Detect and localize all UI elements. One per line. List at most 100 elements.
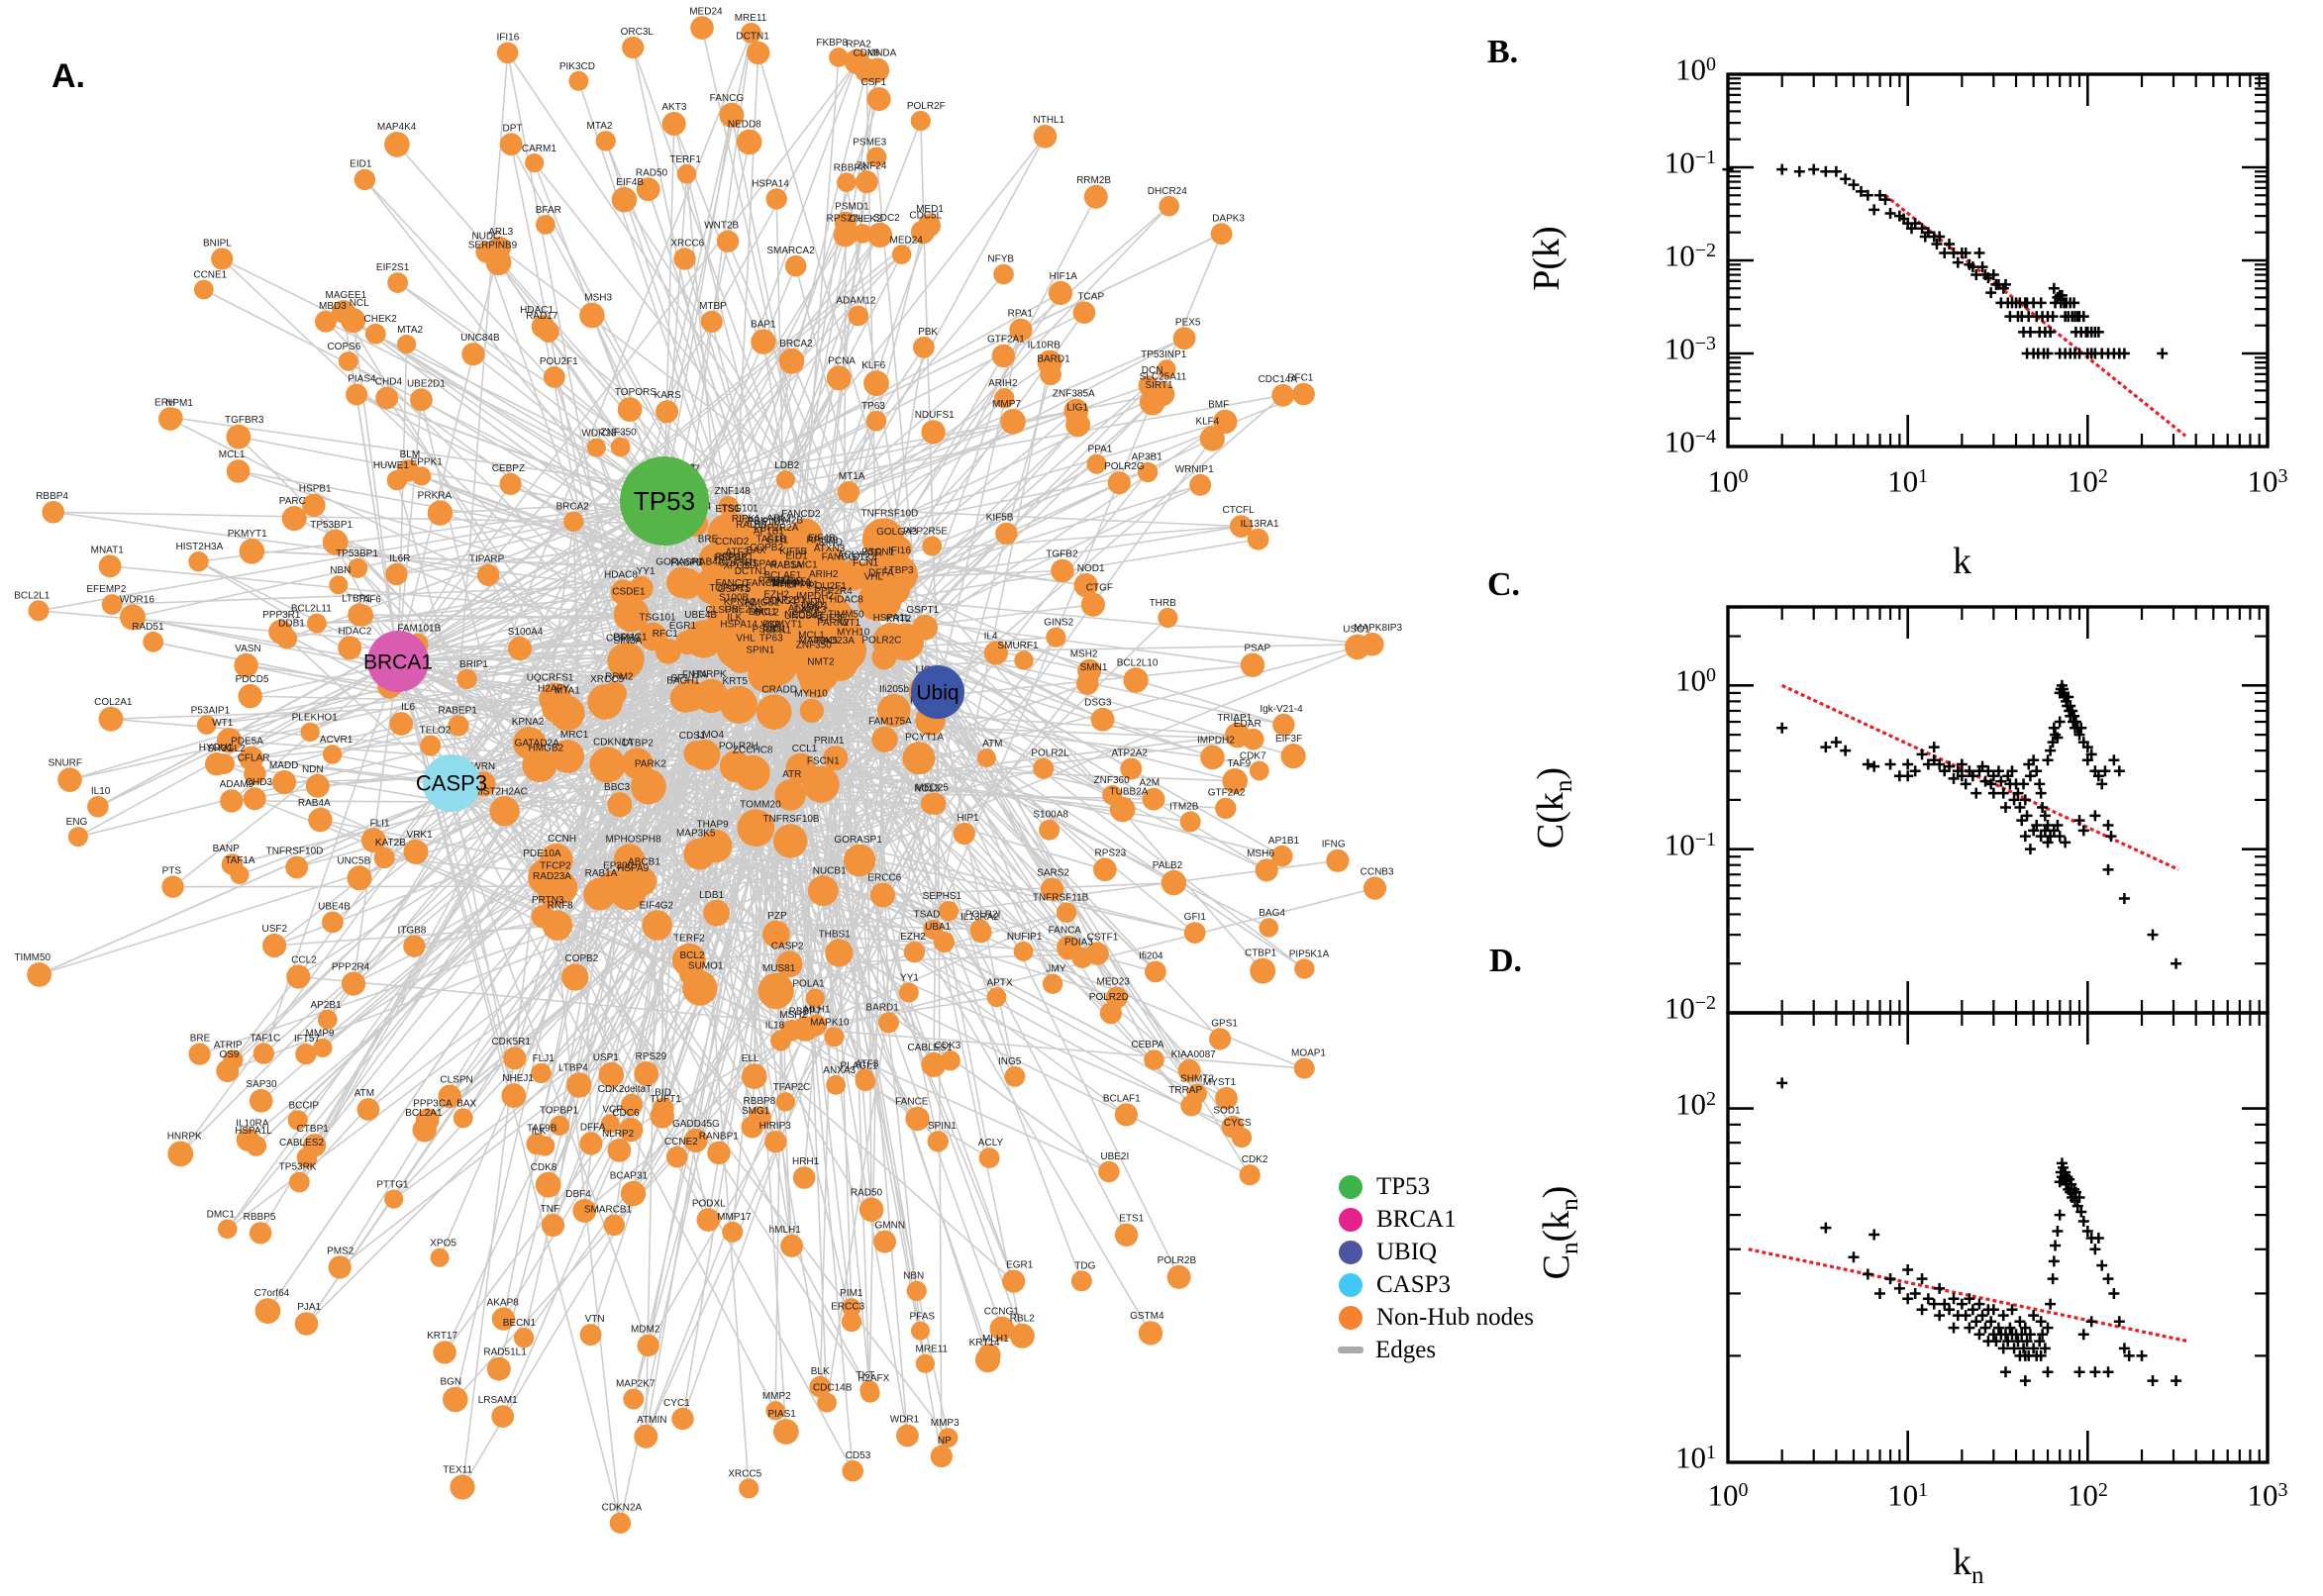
network-node bbox=[1326, 848, 1350, 872]
gene-label: CEBPA bbox=[1131, 1040, 1163, 1050]
gene-label: MSH6 bbox=[1247, 848, 1274, 859]
gene-label: GMNN bbox=[875, 1221, 906, 1232]
network-node bbox=[1213, 409, 1238, 435]
network-node bbox=[1230, 515, 1253, 538]
gene-label: TP53BP1 bbox=[310, 520, 353, 531]
gene-label: CYCS bbox=[1224, 1118, 1252, 1129]
network-node bbox=[1199, 426, 1225, 451]
gene-label: HSPA1L bbox=[235, 1126, 272, 1137]
gene-label: TNFRSF11B bbox=[1033, 892, 1089, 903]
network-node bbox=[1189, 473, 1212, 496]
gene-label: TP53RK bbox=[279, 1162, 317, 1173]
gene-label: MED23 bbox=[1097, 977, 1131, 988]
gene-label: EID1 bbox=[785, 550, 808, 561]
network-node bbox=[1242, 728, 1264, 750]
gene-label: PPP2R4 bbox=[332, 962, 370, 973]
network-node bbox=[911, 1321, 930, 1341]
gene-label: HSPA9 bbox=[746, 558, 777, 569]
network-node bbox=[461, 343, 485, 366]
gene-label: KARS bbox=[655, 390, 682, 401]
gene-label: HRH1 bbox=[792, 1156, 820, 1167]
network-node bbox=[341, 971, 366, 996]
gene-label: THAP9 bbox=[696, 820, 729, 831]
gene-label: CHD3 bbox=[246, 777, 273, 788]
network-node bbox=[491, 1405, 515, 1428]
gene-label: TNF bbox=[541, 1204, 559, 1215]
network-node bbox=[550, 1115, 570, 1136]
network-node bbox=[778, 348, 805, 374]
network-node bbox=[910, 220, 935, 245]
gene-label: BAG4 bbox=[1259, 908, 1285, 919]
gene-label: PIK3CD bbox=[559, 61, 595, 72]
network-node bbox=[167, 1141, 194, 1167]
network-node bbox=[748, 654, 786, 693]
network-node bbox=[410, 388, 433, 412]
gene-label: PCNA bbox=[828, 355, 856, 366]
network-node bbox=[589, 747, 626, 783]
network-node bbox=[1293, 1057, 1315, 1079]
network-node bbox=[938, 1428, 959, 1447]
data-points bbox=[1776, 679, 2182, 969]
network-node bbox=[507, 636, 533, 661]
gene-label: ANXA3 bbox=[823, 1065, 856, 1076]
network-node bbox=[906, 1280, 927, 1301]
network-node bbox=[1157, 359, 1176, 379]
gene-label: ACLY bbox=[838, 550, 863, 561]
hub-node-casp3 bbox=[423, 754, 480, 812]
gene-label: RBBP8 bbox=[744, 1096, 776, 1107]
gene-label: HIP1 bbox=[957, 813, 979, 824]
gene-label: KLF4 bbox=[1195, 416, 1219, 427]
network-node bbox=[758, 585, 802, 630]
gene-label: HUWE1 bbox=[373, 460, 410, 471]
network-node bbox=[579, 302, 605, 329]
gene-label: FLJ1 bbox=[533, 1053, 556, 1064]
gene-label: ATR bbox=[863, 549, 882, 559]
network-node bbox=[676, 163, 697, 184]
gene-label: KIF5B bbox=[779, 547, 807, 557]
gene-label: PMS2 bbox=[327, 1247, 354, 1257]
edge-swatch-icon bbox=[1338, 1347, 1364, 1353]
gene-label: BRCA2 bbox=[556, 502, 590, 513]
gene-label: THBS1 bbox=[819, 929, 852, 940]
gene-label: A2M bbox=[1140, 778, 1161, 789]
gene-label: TNFRSF10D bbox=[266, 847, 324, 857]
gene-label: UNC5B bbox=[337, 855, 370, 866]
gene-label: RFC1 bbox=[1287, 373, 1314, 384]
gene-label: TFCP2 bbox=[540, 861, 571, 872]
network-node bbox=[785, 752, 816, 784]
legend-item-brca1: BRCA1 bbox=[1339, 1203, 1534, 1236]
gene-label: BCL2A1 bbox=[405, 1108, 443, 1119]
gene-label: PRIM1 bbox=[814, 736, 845, 747]
network-node bbox=[338, 351, 358, 371]
gene-label: NHEJ1 bbox=[502, 1073, 534, 1084]
network-node bbox=[622, 36, 645, 59]
network-node bbox=[841, 1311, 862, 1333]
gene-label: IL13RA2 bbox=[960, 912, 999, 923]
network-node bbox=[1070, 1270, 1092, 1292]
network-node bbox=[696, 1208, 721, 1232]
network-node bbox=[1159, 195, 1179, 217]
legend-label: TP53 bbox=[1376, 1173, 1431, 1200]
gene-label: PIAS1 bbox=[768, 1409, 797, 1420]
network-node bbox=[433, 1341, 456, 1364]
gene-label: MED25 bbox=[916, 783, 950, 794]
network-node bbox=[826, 1075, 846, 1095]
gene-label: CLSPN bbox=[706, 605, 739, 616]
gene-label: FKBP8 bbox=[670, 558, 702, 569]
panel-c-plot bbox=[1726, 605, 2270, 1015]
network-node bbox=[607, 1139, 632, 1162]
network-node bbox=[1144, 1049, 1164, 1070]
gene-label: RPS29 bbox=[806, 536, 838, 547]
gene-label: LRSAM1 bbox=[478, 1395, 518, 1406]
gene-label: CTBP1 bbox=[297, 1124, 330, 1135]
network-node bbox=[953, 822, 975, 846]
network-node bbox=[671, 567, 703, 599]
network-node bbox=[485, 249, 512, 276]
network-node bbox=[774, 779, 806, 811]
gene-label: NBN bbox=[903, 1271, 924, 1282]
gene-label: UBA1 bbox=[925, 922, 952, 933]
gene-label: ARL3 bbox=[488, 227, 513, 238]
gene-label: BACH1 bbox=[666, 676, 700, 687]
gene-label: MBD3 bbox=[319, 301, 347, 312]
gene-label: TSAD bbox=[914, 910, 941, 921]
